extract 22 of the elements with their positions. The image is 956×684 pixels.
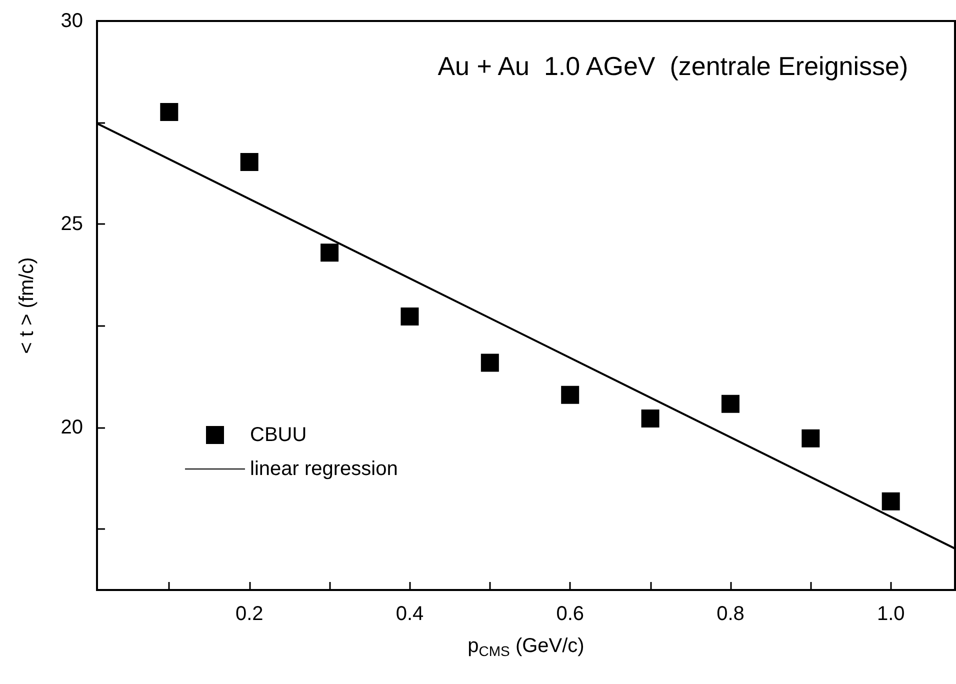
point xyxy=(400,307,419,326)
y-tick-label: 20 xyxy=(60,416,83,438)
x-tick-label: 0.4 xyxy=(396,603,424,625)
point xyxy=(641,409,660,428)
legend-label: linear regression xyxy=(250,458,398,480)
text: Au + Au 1.0 AGeV (zentrale Ereignisse) xyxy=(438,51,908,81)
point xyxy=(561,386,580,404)
point xyxy=(721,394,740,413)
legend-label: CBUU xyxy=(250,424,307,446)
point xyxy=(240,153,258,172)
x-tick-label: 1.0 xyxy=(876,603,905,625)
y-axis-title: < t > (fm/c) xyxy=(16,257,38,354)
y-tick-label: 25 xyxy=(60,213,83,236)
point xyxy=(320,244,339,262)
x-tick-label: 0.6 xyxy=(556,603,584,625)
point xyxy=(480,354,499,372)
point xyxy=(160,103,178,122)
y-tick-label: 30 xyxy=(60,10,83,32)
x-tick-label: 0.2 xyxy=(235,603,264,625)
point xyxy=(882,492,900,510)
point xyxy=(802,429,820,448)
x-tick-label: 0.8 xyxy=(716,603,744,625)
